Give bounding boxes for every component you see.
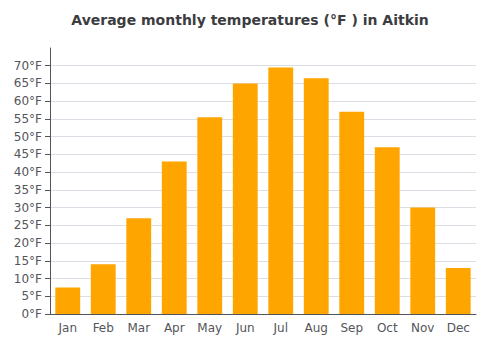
svg-text:Average monthly temperatures (: Average monthly temperatures (°F ) in Ai… [71, 12, 428, 28]
svg-text:60°F: 60°F [14, 94, 42, 108]
svg-text:50°F: 50°F [14, 130, 42, 144]
svg-text:45°F: 45°F [14, 147, 42, 161]
svg-text:Jun: Jun [235, 321, 255, 335]
svg-text:Mar: Mar [127, 321, 150, 335]
svg-text:Oct: Oct [377, 321, 398, 335]
svg-text:30°F: 30°F [14, 201, 42, 215]
svg-text:65°F: 65°F [14, 76, 42, 90]
svg-text:20°F: 20°F [14, 236, 42, 250]
svg-text:55°F: 55°F [14, 112, 42, 126]
svg-text:70°F: 70°F [14, 59, 42, 73]
svg-text:10°F: 10°F [14, 272, 42, 286]
svg-text:Feb: Feb [93, 321, 114, 335]
svg-text:Jan: Jan [58, 321, 78, 335]
svg-text:Apr: Apr [164, 321, 185, 335]
svg-text:40°F: 40°F [14, 165, 42, 179]
svg-text:Nov: Nov [411, 321, 434, 335]
svg-text:25°F: 25°F [14, 218, 42, 232]
svg-text:Jul: Jul [273, 321, 288, 335]
svg-text:0°F: 0°F [21, 307, 42, 321]
svg-text:Dec: Dec [447, 321, 470, 335]
svg-text:15°F: 15°F [14, 254, 42, 268]
svg-text:Sep: Sep [340, 321, 363, 335]
svg-text:35°F: 35°F [14, 183, 42, 197]
svg-text:Aug: Aug [305, 321, 328, 335]
svg-text:5°F: 5°F [21, 289, 42, 303]
svg-text:May: May [197, 321, 222, 335]
